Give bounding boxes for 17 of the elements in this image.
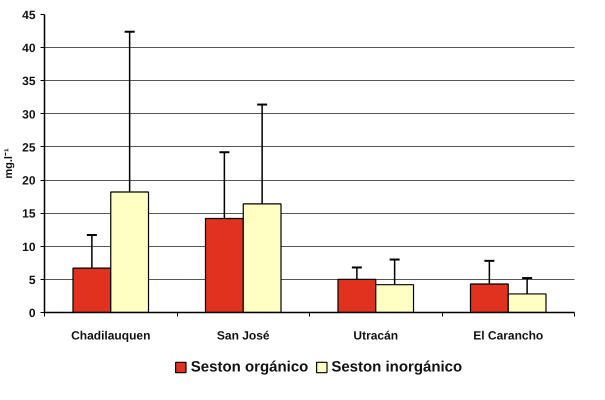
y-tick-label: 35 (22, 74, 36, 88)
y-tick-label: 10 (22, 240, 36, 254)
y-tick-label: 40 (22, 41, 36, 56)
y-tick-label: 20 (22, 174, 36, 188)
y-tick-label: 15 (22, 206, 36, 221)
x-tick-label: El Carancho (473, 328, 544, 342)
legend-label: Seston orgánico (190, 358, 308, 376)
y-tick-label: 30 (22, 107, 36, 122)
y-tick-label: 25 (22, 140, 36, 154)
x-tick-label: San José (216, 328, 270, 342)
legend-label: Seston inorgánico (331, 358, 462, 376)
y-tick-label: 5 (28, 272, 36, 287)
y-tick-label: 0 (28, 306, 36, 320)
x-tick-label: Chadilauquen (71, 328, 150, 342)
x-tick-label: Utracán (353, 328, 398, 342)
y-axis-title: mg.l⁻¹ (3, 148, 16, 179)
y-tick-label: 45 (22, 8, 36, 22)
